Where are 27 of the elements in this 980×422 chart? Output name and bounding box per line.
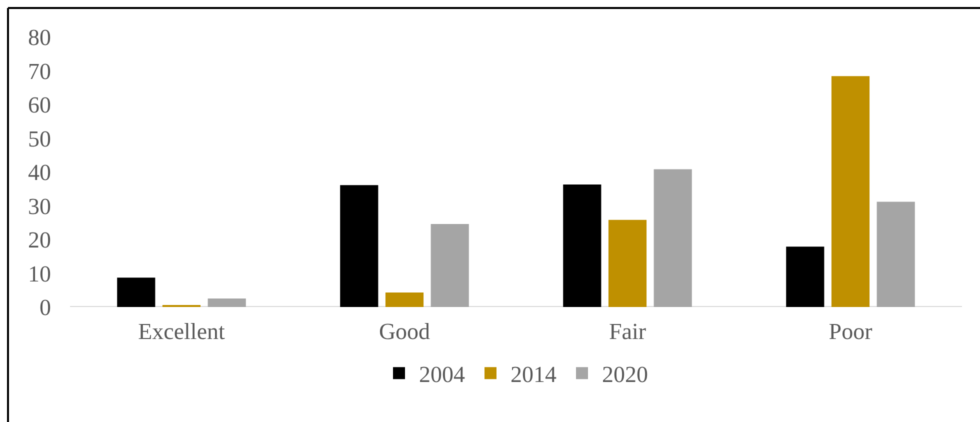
bar bbox=[786, 246, 824, 307]
y-tick-label: 20 bbox=[28, 228, 51, 253]
bar bbox=[608, 220, 647, 307]
y-tick-label: 0 bbox=[40, 295, 51, 320]
bar bbox=[340, 185, 378, 307]
bar bbox=[385, 292, 424, 307]
legend-label: 2020 bbox=[602, 362, 648, 388]
bar bbox=[208, 298, 246, 307]
legend-label: 2014 bbox=[510, 362, 557, 388]
bar bbox=[831, 76, 870, 307]
bar bbox=[117, 278, 156, 307]
y-tick-label: 30 bbox=[28, 194, 51, 219]
bar bbox=[654, 169, 692, 307]
bar bbox=[430, 224, 469, 307]
x-tick-label: Good bbox=[378, 319, 431, 344]
y-tick-label: 50 bbox=[28, 126, 51, 152]
bar bbox=[563, 184, 602, 307]
y-tick-label: 70 bbox=[28, 58, 51, 84]
bar bbox=[876, 202, 915, 307]
y-tick-label: 80 bbox=[28, 25, 51, 50]
x-tick-label: Fair bbox=[608, 319, 646, 344]
y-tick-label: 40 bbox=[28, 160, 51, 186]
legend-label: 2004 bbox=[419, 362, 466, 388]
y-tick-label: 60 bbox=[28, 92, 51, 118]
x-tick-label: Excellent bbox=[138, 319, 226, 344]
y-tick-label: 10 bbox=[28, 261, 51, 286]
x-tick-label: Poor bbox=[828, 319, 873, 344]
